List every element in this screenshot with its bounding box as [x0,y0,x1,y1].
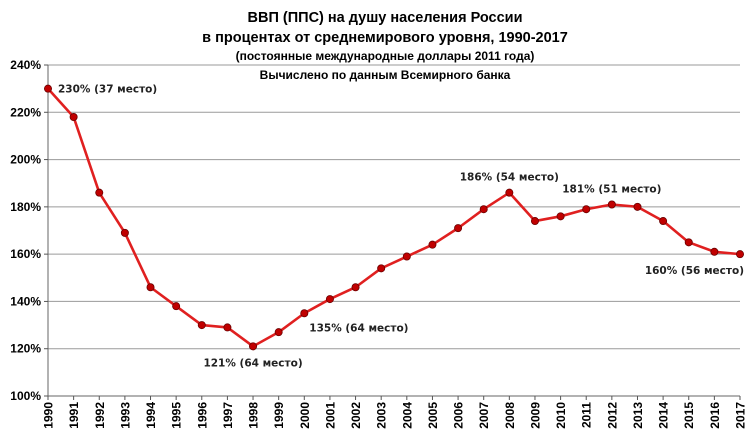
x-tick-label: 1994 [144,402,158,429]
data-point [736,250,745,259]
annotation-label: 181% (51 место) [562,183,661,195]
chart-title: ВВП (ППС) на душу населения России в проц… [202,10,568,82]
data-point [633,202,642,211]
data-point [505,188,514,197]
annotation-label: 121% (64 место) [203,357,302,369]
data-point [556,212,565,221]
x-tick-label: 2001 [323,402,337,429]
y-tick-label: 220% [10,105,41,119]
x-axis-ticks: 1990 1991 1992 1993 1994 1995 1996 1997 1998 1999… [42,396,748,429]
title-line-2: в процентах от среднемирового уровня, 19… [202,30,568,46]
x-tick-label: 1990 [42,402,56,429]
x-tick-label: 2016 [708,402,722,429]
annotation-label: 135% (64 место) [309,322,408,334]
data-point [454,224,463,233]
x-tick-label: 2012 [605,402,619,429]
x-tick-label: 1995 [170,402,184,429]
data-point [582,205,591,214]
data-point [146,283,155,292]
y-tick-label: 180% [10,200,41,214]
x-tick-label: 2014 [657,402,671,429]
x-tick-label: 2003 [375,402,389,429]
data-point [274,328,283,337]
axes [47,65,740,397]
data-point [172,302,181,311]
x-tick-label: 2010 [554,402,568,429]
data-point [95,188,104,197]
x-tick-label: 1997 [221,402,235,429]
data-point [69,113,78,122]
data-point [249,342,258,351]
x-tick-label: 2017 [734,402,748,429]
x-tick-label: 1991 [67,402,81,429]
x-tick-label: 1993 [118,402,132,429]
x-tick-label: 1996 [195,402,209,429]
y-tick-label: 240% [10,58,41,72]
y-tick-label: 200% [10,153,41,167]
series [44,84,745,351]
x-tick-label: 2004 [400,402,414,429]
data-point [44,84,53,93]
data-point [325,295,334,304]
data-point [428,240,437,249]
title-line-4: Вычислено по данным Всемирного банка [260,68,511,82]
data-point [120,228,129,237]
data-point [530,217,539,226]
data-point [710,247,719,256]
x-tick-label: 2011 [580,402,594,428]
data-point [607,200,616,209]
x-tick-label: 2015 [682,402,696,429]
x-tick-label: 2002 [349,402,363,429]
x-tick-label: 2005 [426,402,440,429]
data-point [479,205,488,214]
data-point [377,264,386,273]
annotation-label: 186% (54 место) [460,172,559,184]
y-tick-label: 140% [10,294,41,308]
x-tick-label: 1999 [272,402,286,429]
x-tick-label: 2007 [477,402,491,429]
x-tick-label: 2009 [528,402,542,429]
data-point [300,309,309,318]
series-line [47,87,741,348]
annotations: 230% (37 место) 121% (64 место) 135% (64 м… [58,84,744,370]
x-tick-label: 2006 [452,402,466,429]
annotation-label: 230% (37 место) [58,84,157,96]
data-point [659,217,668,226]
data-point [223,323,232,332]
x-tick-label: 2013 [631,402,645,429]
title-line-3: (постоянные международные доллары 2011 г… [236,49,535,63]
x-tick-label: 1998 [247,402,261,429]
y-tick-label: 160% [10,247,41,261]
title-line-1: ВВП (ППС) на душу населения России [248,10,523,26]
y-tick-label: 120% [10,342,41,356]
gridlines [48,64,740,397]
annotation-label: 160% (56 место) [645,265,744,277]
data-point [197,321,206,330]
x-tick-label: 2008 [503,402,517,429]
y-axis-ticks: 100% 120% 140% 160% 180% 200% 220% 240% [10,58,48,403]
x-tick-label: 1992 [93,402,107,429]
x-tick-label: 2000 [298,402,312,429]
data-point [351,283,360,292]
y-tick-label: 100% [10,389,41,403]
data-point [684,238,693,247]
data-point [402,252,411,261]
